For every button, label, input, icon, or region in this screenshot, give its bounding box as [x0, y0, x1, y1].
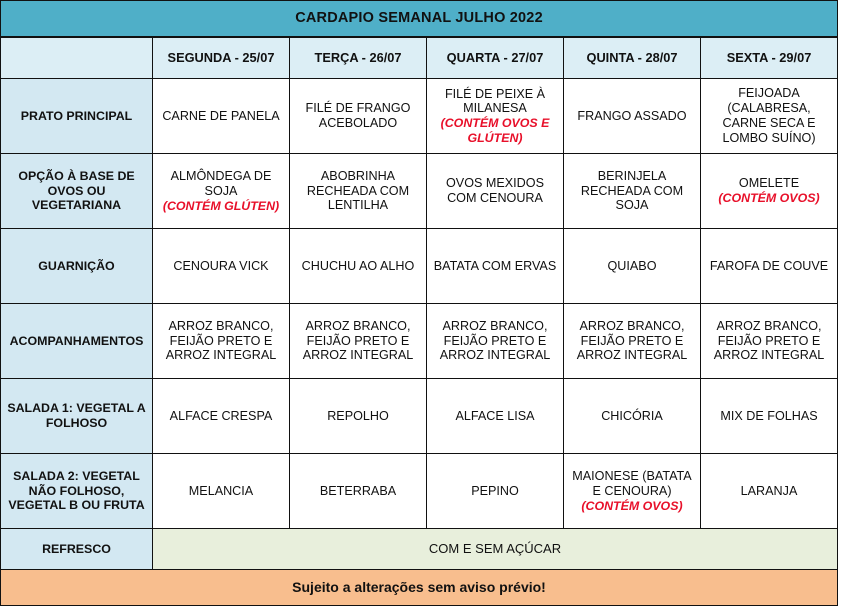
menu-cell-r1-c5: FEIJOADA (CALABRESA, CARNE SECA E LOMBO … [699, 78, 839, 154]
menu-item-text: CENOURA VICK [173, 258, 269, 273]
day-header-1: SEGUNDA - 25/07 [152, 36, 290, 79]
table-row: GUARNIÇÃO CENOURA VICK CHUCHU AO ALHO BATAT… [0, 228, 839, 304]
menu-item-text: ARROZ BRANCO, FEIJÃO PRETO E ARROZ INTEG… [576, 318, 688, 363]
menu-item-text: MIX DE FOLHAS [720, 408, 818, 423]
row-label-refresco: REFRESCO [0, 528, 153, 570]
menu-cell-r5-c4: CHICÓRIA [563, 378, 701, 454]
menu-item-text: BERINJELA RECHEADA COM SOJA [580, 168, 684, 213]
menu-cell-r2-c3: OVOS MEXIDOS COM CENOURA [426, 153, 564, 229]
menu-item-text: ARROZ BRANCO, FEIJÃO PRETO E ARROZ INTEG… [165, 318, 277, 363]
page-title: CARDAPIO SEMANAL JULHO 2022 [0, 0, 839, 38]
drink-value: COM E SEM AÇÚCAR [151, 528, 839, 570]
menu-item-text: ARROZ BRANCO, FEIJÃO PRETO E ARROZ INTEG… [439, 318, 551, 363]
menu-cell-r1-c1: CARNE DE PANELA [152, 78, 290, 154]
allergen-warning: (CONTÉM OVOS) [581, 498, 683, 513]
table-row: OPÇÃO À BASE DE OVOS OU VEGETARIANA ALMÔN… [0, 153, 839, 229]
menu-cell-r2-c4: BERINJELA RECHEADA COM SOJA [563, 153, 701, 229]
menu-item-text: ALFACE LISA [455, 408, 535, 423]
menu-cell-r6-c2: BETERRABA [289, 453, 427, 529]
menu-item-text: ABOBRINHA RECHEADA COM LENTILHA [306, 168, 410, 213]
menu-item-text: CHUCHU AO ALHO [301, 258, 415, 273]
row-label-6: SALADA 2: VEGETAL NÃO FOLHOSO, VEGETAL B… [0, 453, 153, 529]
menu-cell-r1-c3: FILÉ DE PEIXE À MILANESA (CONTÉM OVOS E G… [426, 78, 564, 154]
menu-cell-r5-c2: REPOLHO [289, 378, 427, 454]
menu-cell-r4-c5: ARROZ BRANCO, FEIJÃO PRETO E ARROZ INTEG… [699, 303, 839, 379]
menu-cell-r2-c5: OMELETE (CONTÉM OVOS) [699, 153, 839, 229]
day-header-3: QUARTA - 27/07 [426, 36, 564, 79]
menu-cell-r6-c5: LARANJA [699, 453, 839, 529]
menu-item-text: ARROZ BRANCO, FEIJÃO PRETO E ARROZ INTEG… [302, 318, 414, 363]
menu-item-text: REPOLHO [327, 408, 389, 423]
menu-item-text: PEPINO [471, 483, 519, 498]
menu-cell-r3-c5: FAROFA DE COUVE [699, 228, 839, 304]
menu-item-text: ALFACE CRESPA [169, 408, 273, 423]
menu-cell-r1-c4: FRANGO ASSADO [563, 78, 701, 154]
menu-item-text: ALMÔNDEGA DE SOJA [170, 168, 272, 198]
menu-cell-r3-c2: CHUCHU AO ALHO [289, 228, 427, 304]
menu-cell-r4-c2: ARROZ BRANCO, FEIJÃO PRETO E ARROZ INTEG… [289, 303, 427, 379]
menu-cell-r3-c4: QUIABO [563, 228, 701, 304]
menu-item-text: BETERRABA [319, 483, 397, 498]
menu-cell-r4-c4: ARROZ BRANCO, FEIJÃO PRETO E ARROZ INTEG… [563, 303, 701, 379]
menu-cell-r5-c3: ALFACE LISA [426, 378, 564, 454]
table-row: SALADA 1: VEGETAL A FOLHOSO ALFACE CRESPA… [0, 378, 839, 454]
menu-item-text: FILÉ DE FRANGO ACEBOLADO [305, 101, 411, 130]
row-label-5: SALADA 1: VEGETAL A FOLHOSO [0, 378, 153, 454]
day-header-4: QUINTA - 28/07 [563, 36, 701, 79]
table-row: PRATO PRINCIPAL CARNE DE PANELA FILÉ DE FR… [0, 78, 839, 154]
menu-cell-r2-c1: ALMÔNDEGA DE SOJA (CONTÉM GLÚTEN) [152, 153, 290, 229]
day-header-5: SEXTA - 29/07 [699, 36, 839, 79]
disclaimer-notice: Sujeito a alterações sem aviso prévio! [0, 569, 839, 606]
menu-cell-r3-c3: BATATA COM ERVAS [426, 228, 564, 304]
table-row: SALADA 2: VEGETAL NÃO FOLHOSO, VEGETAL B… [0, 453, 839, 529]
menu-cell-r1-c2: FILÉ DE FRANGO ACEBOLADO [289, 78, 427, 154]
menu-cell-r6-c1: MELANCIA [152, 453, 290, 529]
menu-cell-r4-c1: ARROZ BRANCO, FEIJÃO PRETO E ARROZ INTEG… [152, 303, 290, 379]
row-label-1: PRATO PRINCIPAL [0, 78, 153, 154]
day-header-row: SEGUNDA - 25/07 TERÇA - 26/07 QUARTA - 27/… [0, 36, 839, 79]
menu-cell-r4-c3: ARROZ BRANCO, FEIJÃO PRETO E ARROZ INTEG… [426, 303, 564, 379]
notice-row: Sujeito a alterações sem aviso prévio! [0, 569, 839, 606]
menu-cell-r2-c2: ABOBRINHA RECHEADA COM LENTILHA [289, 153, 427, 229]
menu-cell-r6-c4: MAIONESE (BATATA E CENOURA) (CONTÉM OVOS) [563, 453, 701, 529]
menu-item-text: MELANCIA [188, 483, 254, 498]
table-corner-cell [0, 36, 153, 79]
row-label-4: ACOMPANHAMENTOS [0, 303, 153, 379]
allergen-warning: (CONTÉM OVOS) [718, 191, 820, 206]
menu-item-text: OMELETE [738, 176, 800, 191]
menu-item-text: MAIONESE (BATATA E CENOURA) [572, 468, 692, 498]
table-row: ACOMPANHAMENTOS ARROZ BRANCO, FEIJÃO PRET… [0, 303, 839, 379]
row-label-2: OPÇÃO À BASE DE OVOS OU VEGETARIANA [0, 153, 153, 229]
menu-item-text: OVOS MEXIDOS COM CENOURA [446, 176, 544, 205]
title-row: CARDAPIO SEMANAL JULHO 2022 [0, 0, 839, 38]
menu-item-text: LARANJA [740, 483, 798, 498]
menu-item-text: CHICÓRIA [601, 408, 663, 423]
menu-item-text: CARNE DE PANELA [162, 108, 280, 123]
menu-item-text: QUIABO [607, 258, 657, 273]
menu-cell-r6-c3: PEPINO [426, 453, 564, 529]
menu-item-text: FEIJOADA (CALABRESA, CARNE SECA E LOMBO … [722, 86, 816, 145]
allergen-warning: (CONTÉM OVOS E GLÚTEN) [440, 116, 550, 145]
menu-item-text: FILÉ DE PEIXE À MILANESA [444, 86, 546, 116]
drink-row: REFRESCO COM E SEM AÇÚCAR [0, 528, 839, 570]
menu-item-text: FRANGO ASSADO [577, 108, 687, 123]
menu-item-text: ARROZ BRANCO, FEIJÃO PRETO E ARROZ INTEG… [713, 318, 825, 363]
menu-item-text: FAROFA DE COUVE [709, 258, 829, 273]
menu-cell-r5-c5: MIX DE FOLHAS [699, 378, 839, 454]
menu-item-text: BATATA COM ERVAS [433, 258, 557, 273]
row-label-3: GUARNIÇÃO [0, 228, 153, 304]
menu-cell-r3-c1: CENOURA VICK [152, 228, 290, 304]
allergen-warning: (CONTÉM GLÚTEN) [162, 198, 280, 213]
day-header-2: TERÇA - 26/07 [289, 36, 427, 79]
menu-cell-r5-c1: ALFACE CRESPA [152, 378, 290, 454]
